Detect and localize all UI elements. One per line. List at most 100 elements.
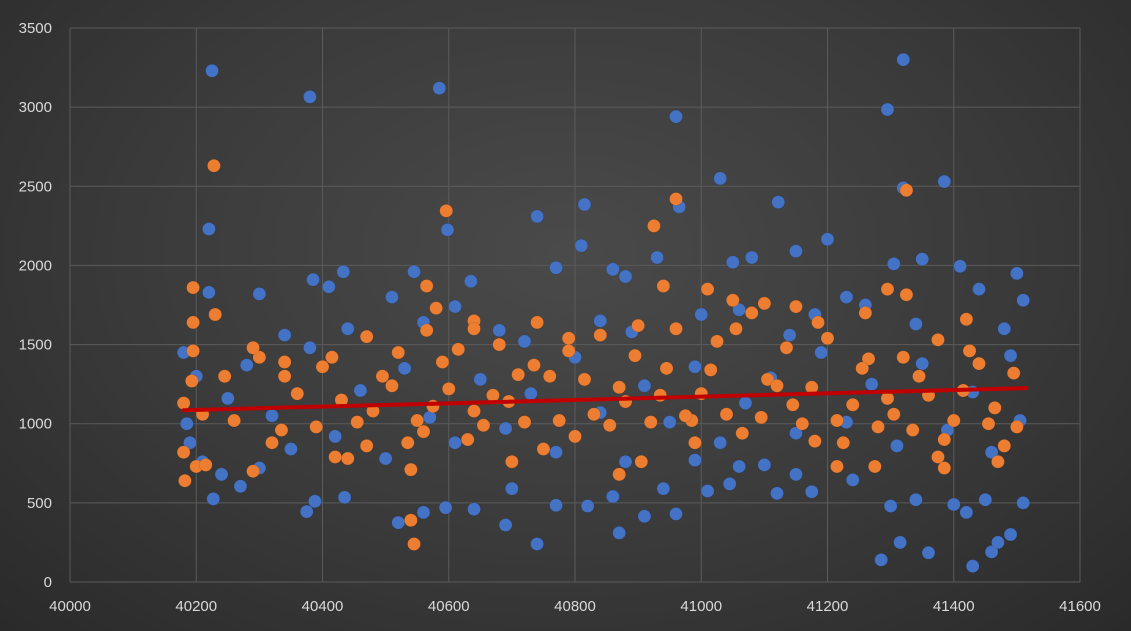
orange-point bbox=[542, 369, 557, 384]
orange-point bbox=[643, 415, 658, 429]
blue-point bbox=[284, 442, 298, 456]
blue-point bbox=[669, 507, 683, 521]
orange-point bbox=[899, 287, 914, 302]
orange-point bbox=[407, 537, 421, 551]
orange-point bbox=[987, 401, 1002, 415]
orange-point bbox=[779, 340, 794, 355]
orange-point bbox=[1010, 420, 1024, 434]
blue-point bbox=[277, 328, 292, 342]
orange-point bbox=[981, 416, 996, 431]
orange-point bbox=[937, 461, 952, 475]
orange-point bbox=[577, 372, 592, 387]
orange-point bbox=[176, 445, 191, 460]
orange-point bbox=[277, 355, 292, 369]
orange-point bbox=[429, 301, 443, 315]
orange-point bbox=[404, 513, 418, 528]
orange-point bbox=[811, 315, 825, 330]
gridlines bbox=[69, 27, 1081, 583]
x-tick-label: 40600 bbox=[428, 598, 470, 615]
y-tick-label: 2000 bbox=[19, 257, 52, 274]
blue-point bbox=[303, 90, 317, 104]
blue-point bbox=[505, 481, 519, 496]
blue-point bbox=[789, 426, 803, 441]
orange-point bbox=[419, 323, 434, 338]
orange-point bbox=[460, 432, 475, 447]
blue-point bbox=[337, 490, 352, 505]
orange-point bbox=[277, 369, 292, 384]
orange-point bbox=[845, 397, 860, 412]
blue-point bbox=[669, 109, 683, 124]
blue-point bbox=[864, 377, 879, 391]
blue-point bbox=[353, 383, 368, 398]
trendline-layer bbox=[181, 386, 1029, 413]
orange-point bbox=[820, 331, 835, 346]
blue-point bbox=[886, 257, 901, 271]
orange-point bbox=[530, 315, 544, 330]
orange-point bbox=[315, 359, 330, 374]
blue-point bbox=[391, 515, 406, 530]
orange-point bbox=[1006, 366, 1021, 380]
orange-point bbox=[688, 435, 702, 450]
blue-point bbox=[713, 171, 727, 186]
blue-point bbox=[738, 396, 753, 410]
blue-point bbox=[593, 314, 608, 328]
blue-point bbox=[183, 435, 197, 450]
blue-point bbox=[965, 559, 980, 573]
x-tick-label: 41400 bbox=[933, 598, 975, 615]
blue-point bbox=[713, 435, 727, 450]
orange-point bbox=[467, 321, 481, 336]
orange-point bbox=[486, 388, 500, 403]
blue-point bbox=[498, 421, 513, 436]
orange-point bbox=[612, 467, 626, 482]
blue-point bbox=[574, 238, 589, 253]
blue-point bbox=[549, 261, 563, 275]
orange-point bbox=[719, 407, 734, 422]
blue-point bbox=[700, 484, 715, 498]
orange-point bbox=[252, 350, 267, 365]
blue-point bbox=[221, 391, 235, 406]
orange-point bbox=[997, 439, 1012, 453]
orange-point bbox=[439, 204, 454, 218]
orange-point bbox=[871, 420, 885, 434]
orange-point bbox=[492, 337, 507, 352]
x-tick-label: 41600 bbox=[1059, 598, 1101, 615]
orange-point bbox=[185, 374, 199, 388]
orange-point bbox=[400, 435, 415, 450]
orange-point bbox=[959, 312, 974, 327]
blue-point bbox=[606, 262, 620, 277]
x-tick-label: 41200 bbox=[807, 598, 849, 615]
orange-point bbox=[328, 450, 342, 464]
blue-point bbox=[432, 81, 447, 95]
blue-point bbox=[549, 445, 563, 460]
blue-point bbox=[1016, 496, 1030, 510]
orange-point bbox=[634, 454, 649, 469]
blue-point bbox=[416, 505, 431, 520]
blue-point bbox=[252, 287, 267, 301]
orange-point bbox=[678, 408, 693, 423]
orange-point bbox=[385, 378, 399, 393]
orange-point bbox=[861, 352, 876, 366]
orange-point bbox=[931, 333, 945, 347]
blue-point bbox=[308, 494, 322, 509]
data-points bbox=[176, 52, 1030, 573]
blue-point bbox=[1016, 293, 1030, 308]
blue-point bbox=[694, 307, 709, 322]
orange-point bbox=[419, 279, 434, 293]
x-tick-label: 41000 bbox=[680, 598, 722, 615]
blue-point bbox=[937, 174, 952, 189]
blue-point bbox=[336, 264, 351, 279]
blue-point bbox=[650, 250, 664, 265]
blue-point bbox=[473, 372, 488, 387]
orange-point bbox=[265, 435, 279, 450]
orange-point bbox=[886, 407, 901, 422]
blue-point bbox=[328, 429, 342, 444]
orange-point bbox=[587, 407, 601, 422]
blue-point bbox=[997, 321, 1012, 336]
blue-point bbox=[306, 272, 320, 287]
blue-point bbox=[732, 302, 746, 317]
blue-point bbox=[467, 502, 481, 516]
x-tick-label: 40000 bbox=[49, 598, 91, 615]
blue-point bbox=[662, 415, 677, 429]
orange-point bbox=[669, 321, 683, 336]
orange-point bbox=[325, 350, 339, 365]
